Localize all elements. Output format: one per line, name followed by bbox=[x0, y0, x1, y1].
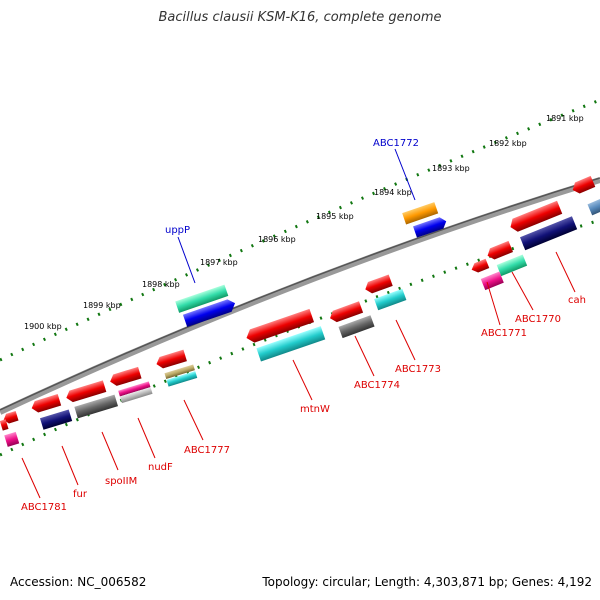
gene-label: ABC1774 bbox=[354, 380, 400, 391]
gene-red[interactable] bbox=[470, 258, 490, 275]
gene-label: uppP bbox=[165, 225, 190, 236]
gene-label: fur bbox=[73, 489, 88, 500]
label-line bbox=[395, 319, 416, 361]
label-line bbox=[61, 445, 79, 486]
gene-teal[interactable] bbox=[166, 371, 198, 387]
gene-teal[interactable] bbox=[374, 288, 407, 311]
accession-text: Accession: NC_006582 bbox=[10, 575, 147, 589]
gene-label: ABC1771 bbox=[481, 328, 527, 339]
gene-red[interactable] bbox=[0, 419, 9, 431]
gene-pink[interactable] bbox=[4, 431, 20, 447]
gene-red[interactable] bbox=[155, 349, 187, 370]
label-line bbox=[137, 417, 156, 459]
gene-red[interactable] bbox=[508, 200, 563, 234]
gene-pink[interactable] bbox=[118, 381, 151, 397]
gene-label: ABC1773 bbox=[395, 364, 441, 375]
gene-light[interactable] bbox=[119, 387, 153, 404]
kbp-label: 1891 kbp bbox=[546, 114, 584, 123]
kbp-label: 1900 kbp bbox=[24, 322, 62, 331]
kbp-label: 1892 kbp bbox=[489, 139, 527, 148]
gene-tan[interactable] bbox=[164, 364, 195, 379]
kbp-label: 1893 kbp bbox=[432, 164, 470, 173]
kbp-label: 1896 kbp bbox=[258, 235, 296, 244]
kbp-label: 1895 kbp bbox=[316, 212, 354, 221]
label-line bbox=[292, 359, 313, 401]
gene-blue[interactable] bbox=[413, 216, 448, 238]
gene-blue[interactable] bbox=[182, 297, 237, 327]
gene-label: spoIIM bbox=[105, 476, 137, 487]
label-line bbox=[21, 457, 41, 499]
gene-red[interactable] bbox=[108, 366, 142, 388]
label-line bbox=[101, 431, 119, 471]
gene-green[interactable] bbox=[175, 284, 229, 313]
kbp-label: 1898 kbp bbox=[142, 280, 180, 289]
genome-backbone bbox=[0, 177, 600, 415]
gene-navy[interactable] bbox=[39, 409, 73, 430]
gene-gray[interactable] bbox=[74, 394, 119, 419]
label-line bbox=[394, 148, 416, 201]
gene-label: ABC1770 bbox=[515, 314, 561, 325]
gene-label: ABC1772 bbox=[373, 138, 419, 149]
label-line bbox=[177, 236, 196, 284]
gene-red[interactable] bbox=[244, 308, 315, 345]
gene-orange[interactable] bbox=[402, 202, 439, 225]
gene-red[interactable] bbox=[485, 240, 513, 261]
label-line bbox=[511, 271, 534, 311]
gene-label: cah bbox=[568, 295, 586, 306]
label-line bbox=[183, 399, 204, 441]
gene-label: ABC1777 bbox=[184, 445, 230, 456]
gene-red[interactable] bbox=[2, 410, 19, 425]
map-title: Bacillus clausii KSM-K16, complete genom… bbox=[158, 10, 442, 25]
label-line bbox=[486, 281, 501, 326]
genome-backbone-shade bbox=[0, 177, 600, 411]
gene-red[interactable] bbox=[65, 380, 107, 403]
gene-teal[interactable] bbox=[256, 326, 326, 362]
gene-pink[interactable] bbox=[480, 271, 504, 291]
kbp-label: 1897 kbp bbox=[200, 258, 238, 267]
gene-label: nudF bbox=[148, 462, 173, 473]
gene-green[interactable] bbox=[496, 254, 528, 277]
kbp-label: 1899 kbp bbox=[83, 301, 121, 310]
kbp-label: 1894 kbp bbox=[374, 188, 412, 197]
gene-gray[interactable] bbox=[338, 315, 375, 339]
label-line bbox=[354, 335, 375, 377]
topology-text: Topology: circular; Length: 4,303,871 bp… bbox=[262, 575, 592, 589]
gene-red[interactable] bbox=[30, 394, 62, 414]
gene-label: ABC1781 bbox=[21, 502, 67, 513]
gene-red[interactable] bbox=[570, 175, 596, 196]
gene-red[interactable] bbox=[328, 301, 364, 324]
gene-red[interactable] bbox=[363, 274, 393, 296]
label-line bbox=[555, 251, 576, 293]
gene-navy[interactable] bbox=[519, 216, 578, 251]
gene-steel[interactable] bbox=[587, 196, 600, 216]
gene-label: mtnW bbox=[300, 404, 330, 415]
